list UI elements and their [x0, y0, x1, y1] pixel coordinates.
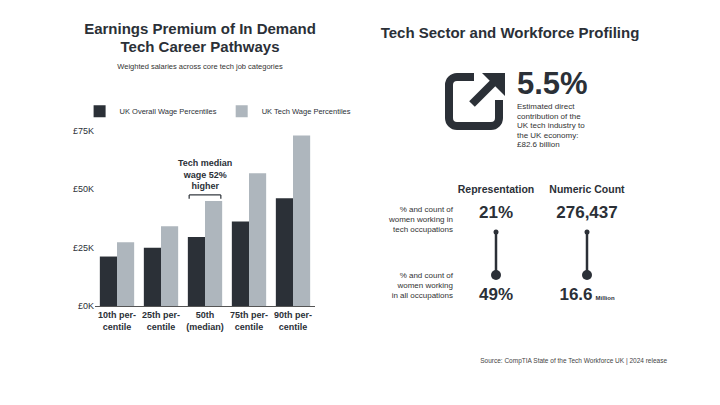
html-text:49%: 49%	[479, 285, 513, 304]
svg-text:10th per-centile: 10th per-centile	[98, 310, 136, 332]
html-text:5.5%: 5.5%	[517, 66, 588, 101]
svg-text:£0K: £0K	[78, 301, 94, 311]
svg-text:50th(median): 50th(median)	[186, 310, 224, 332]
svg-text:75th per-centile: 75th per-centile	[230, 310, 268, 332]
svg-text:90th per-centile: 90th per-centile	[274, 310, 312, 332]
html-text:Weighted salaries across core: Weighted salaries across core tech job c…	[117, 62, 283, 71]
html-text:% and count of women working i: % and count of women working in tech occ…	[389, 205, 453, 234]
html-text:Million: Million	[595, 295, 615, 301]
svg-text:UK Tech Wage Percentiles: UK Tech Wage Percentiles	[262, 107, 351, 116]
html-text:Estimated direct contribution: Estimated direct contribution of the UK …	[517, 102, 585, 149]
html-text:Source: CompTIA State of the T: Source: CompTIA State of the Tech Workfo…	[480, 357, 667, 364]
svg-text:Tech medianwage 52%higher: Tech medianwage 52%higher	[178, 158, 232, 191]
html-text:Numeric Count: Numeric Count	[549, 183, 625, 195]
html-text:21%: 21%	[479, 203, 513, 222]
svg-text:£50K: £50K	[73, 184, 94, 194]
html-text:Representation: Representation	[457, 183, 535, 195]
svg-text:25th per-centile: 25th per-centile	[142, 310, 180, 332]
html-text:% and count of women working i: % and count of women working in all occu…	[391, 271, 453, 300]
html-text:16.6: 16.6	[559, 285, 593, 304]
svg-text:£25K: £25K	[73, 243, 94, 253]
html-text:Tech Sector and Workforce Prof: Tech Sector and Workforce Profiling	[380, 24, 640, 41]
html-text:Earnings Premium of In Demand: Earnings Premium of In Demand Tech Caree…	[84, 20, 316, 55]
html-text:276,437: 276,437	[556, 203, 618, 222]
svg-text:UK Overall Wage Percentiles: UK Overall Wage Percentiles	[120, 107, 217, 116]
svg-text:£75K: £75K	[73, 126, 94, 136]
